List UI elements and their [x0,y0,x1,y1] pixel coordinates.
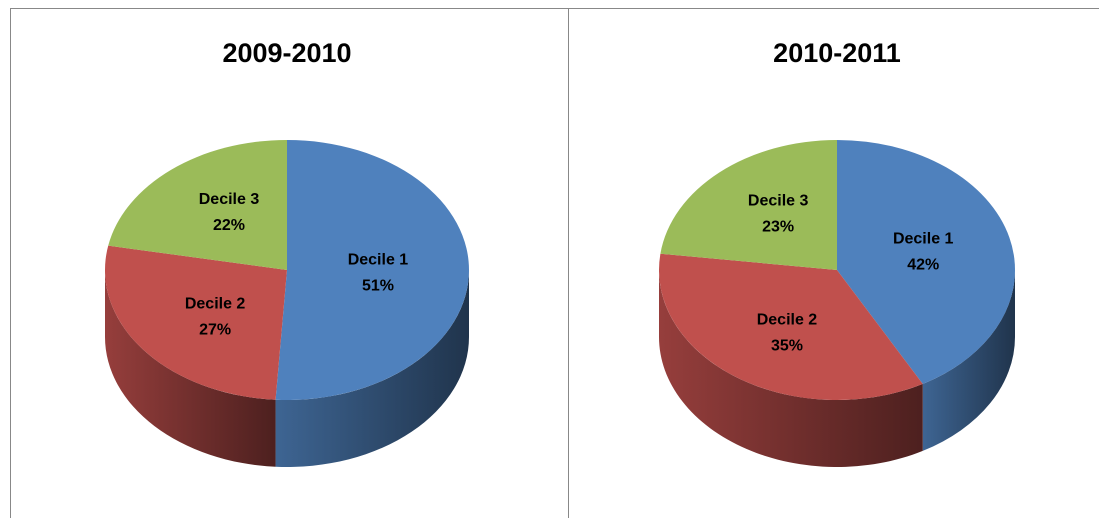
pie-slice [108,140,287,270]
slice-side [105,270,276,467]
slice-value-label: 51% [362,278,394,295]
slice-value-label: 35% [771,338,803,355]
slice-side [922,270,1015,451]
slice-value-label: 22% [213,217,245,234]
slice-side [275,270,470,467]
slice-value-label: 27% [199,321,231,338]
pie-slice [660,140,837,270]
pie-slice [837,140,1015,384]
slice-label: Decile 3 [199,191,260,208]
chart-title: 2009-2010 [222,38,351,68]
slice-label: Decile 1 [893,230,954,247]
slice-label: Decile 2 [757,312,818,329]
chart-title: 2010-2011 [773,38,901,68]
slice-label: Decile 3 [748,193,809,210]
slice-value-label: 42% [907,256,939,273]
pie-slice [275,140,470,401]
pie-slice [658,253,923,400]
slice-label: Decile 2 [185,295,246,312]
slice-side [659,270,923,468]
slice-label: Decile 1 [348,252,409,269]
slice-value-label: 23% [762,219,794,236]
pie-slice [105,245,287,400]
